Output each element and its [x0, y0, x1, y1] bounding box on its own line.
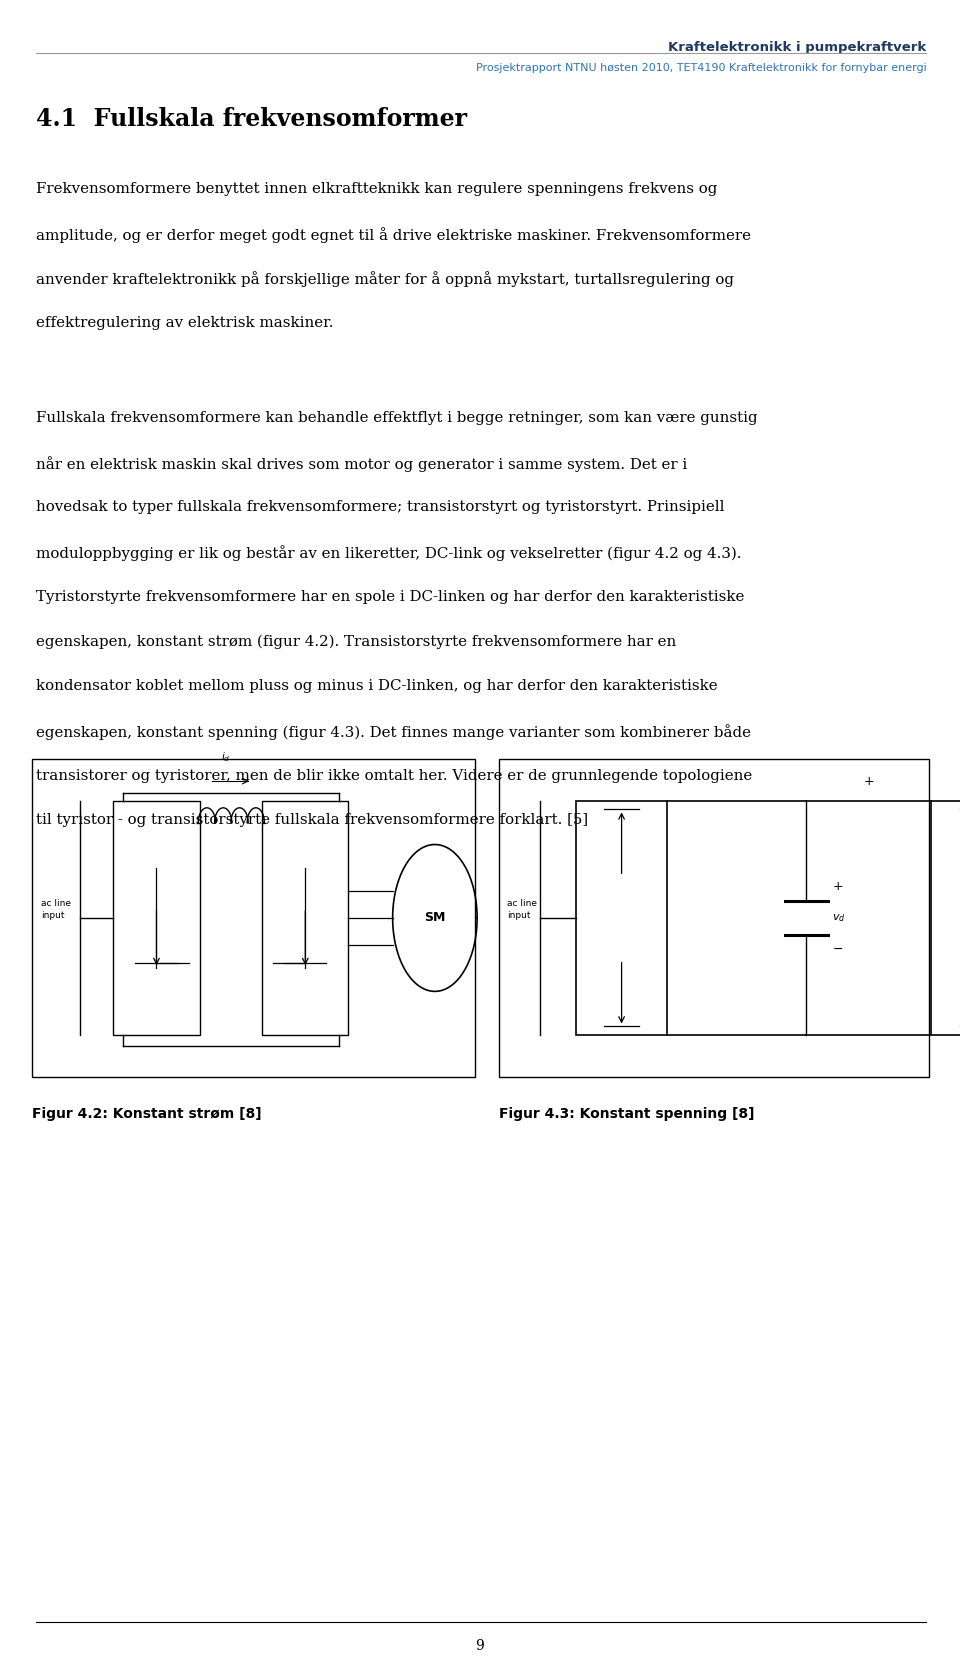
Text: −: − [832, 943, 843, 956]
Text: Figur 4.2: Konstant strøm [8]: Figur 4.2: Konstant strøm [8] [32, 1107, 261, 1120]
Text: effektregulering av elektrisk maskiner.: effektregulering av elektrisk maskiner. [36, 315, 334, 330]
Text: til tyristor - og transistorstyrte fullskala frekvensomformere forklart. [5]: til tyristor - og transistorstyrte fulls… [36, 813, 588, 828]
Text: moduloppbygging er lik og består av en likeretter, DC-link og vekselretter (figu: moduloppbygging er lik og består av en l… [36, 546, 742, 561]
Bar [32, 759, 475, 1077]
Bar [113, 801, 200, 1035]
Text: ac line
input: ac line input [41, 900, 71, 920]
Bar [576, 801, 667, 1035]
Text: ac line
input: ac line input [507, 900, 537, 920]
Text: Tyristorstyrte frekvensomformere har en spole i DC-linken og har derfor den kara: Tyristorstyrte frekvensomformere har en … [36, 589, 745, 604]
Bar [262, 801, 348, 1035]
Text: +: + [863, 774, 875, 788]
Bar [931, 801, 960, 1035]
Text: 4.1  Fullskala frekvensomformer: 4.1 Fullskala frekvensomformer [36, 107, 468, 130]
Text: Prosjektrapport NTNU høsten 2010, TET4190 Kraftelektronikk for fornybar energi: Prosjektrapport NTNU høsten 2010, TET419… [475, 63, 926, 73]
Text: Figur 4.3: Konstant spenning [8]: Figur 4.3: Konstant spenning [8] [499, 1107, 755, 1120]
Text: transistorer og tyristorer, men de blir ikke omtalt her. Videre er de grunnlegen: transistorer og tyristorer, men de blir … [36, 769, 753, 783]
Text: $v_d$: $v_d$ [832, 911, 846, 925]
Text: 9: 9 [475, 1639, 485, 1652]
Text: amplitude, og er derfor meget godt egnet til å drive elektriske maskiner. Frekve: amplitude, og er derfor meget godt egnet… [36, 227, 752, 242]
Text: SM: SM [424, 911, 445, 925]
Text: $i_d$: $i_d$ [222, 751, 230, 764]
Text: når en elektrisk maskin skal drives som motor og generator i samme system. Det e: når en elektrisk maskin skal drives som … [36, 456, 687, 472]
Text: hovedsak to typer fullskala frekvensomformere; transistorstyrt og tyristorstyrt.: hovedsak to typer fullskala frekvensomfo… [36, 501, 725, 514]
Text: kondensator koblet mellom pluss og minus i DC-linken, og har derfor den karakter: kondensator koblet mellom pluss og minus… [36, 679, 718, 693]
Text: anvender kraftelektronikk på forskjellige måter for å oppnå mykstart, turtallsre: anvender kraftelektronikk på forskjellig… [36, 272, 734, 287]
Text: egenskapen, konstant spenning (figur 4.3). Det finnes mange varianter som kombin: egenskapen, konstant spenning (figur 4.3… [36, 724, 752, 739]
Text: Kraftelektronikk i pumpekraftverk: Kraftelektronikk i pumpekraftverk [668, 40, 926, 53]
Text: Fullskala frekvensomformere kan behandle effektflyt i begge retninger, som kan v: Fullskala frekvensomformere kan behandle… [36, 411, 758, 426]
Text: egenskapen, konstant strøm (figur 4.2). Transistorstyrte frekvensomformere har e: egenskapen, konstant strøm (figur 4.2). … [36, 634, 677, 649]
Bar [499, 759, 929, 1077]
Text: Frekvensomformere benyttet innen elkraftteknikk kan regulere spenningens frekven: Frekvensomformere benyttet innen elkraft… [36, 182, 718, 195]
Text: +: + [832, 880, 843, 893]
